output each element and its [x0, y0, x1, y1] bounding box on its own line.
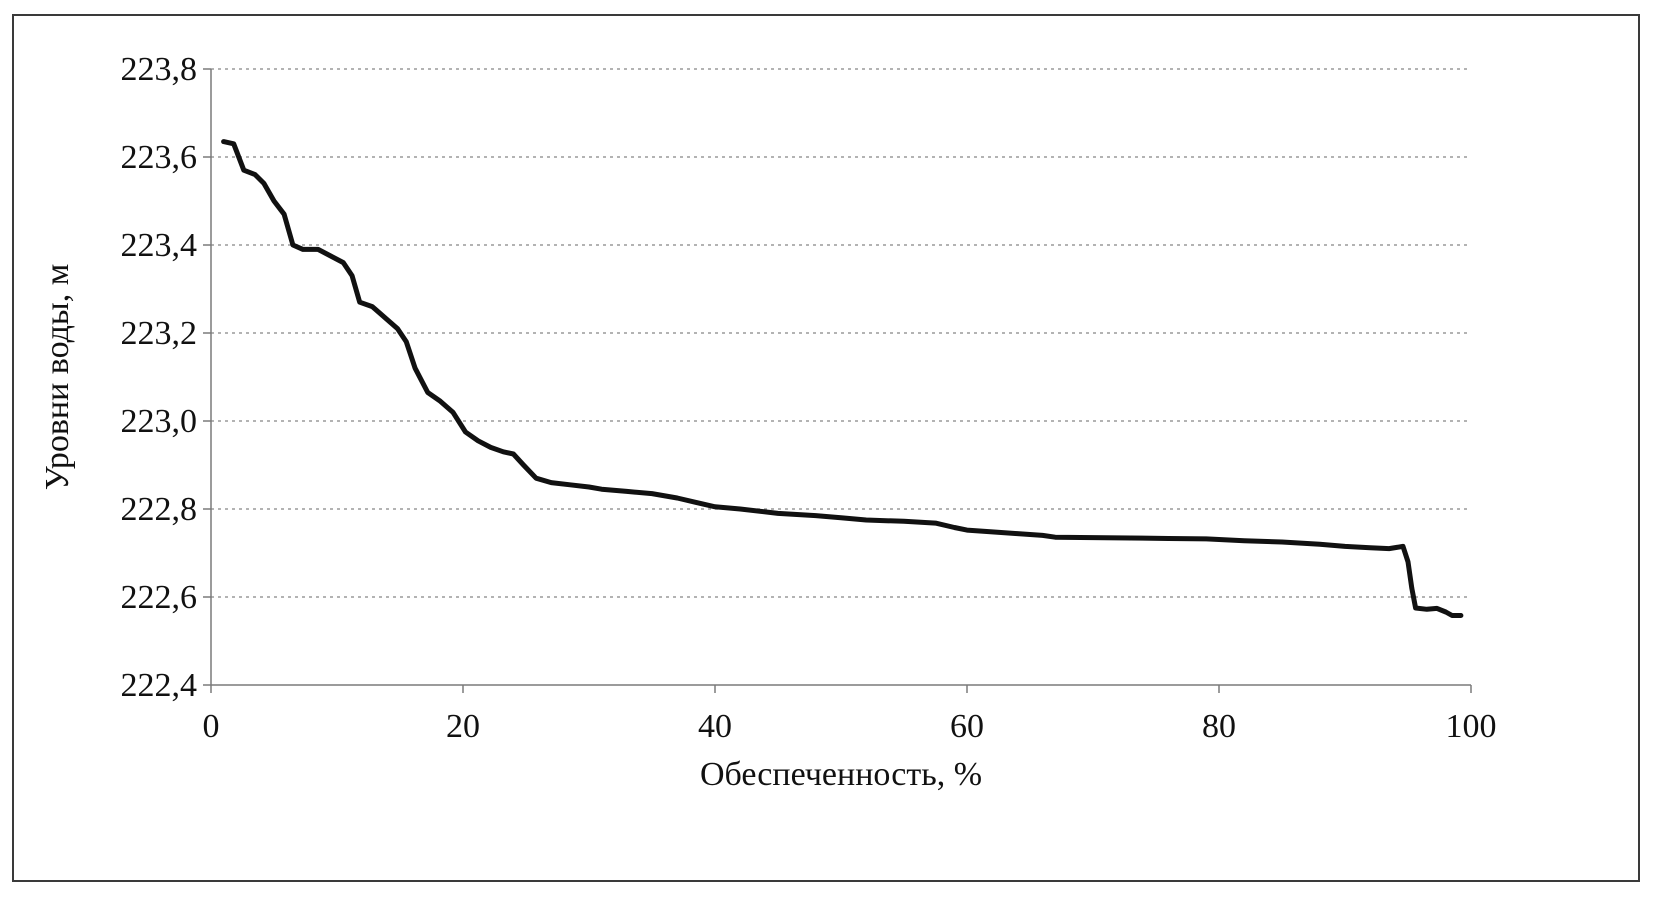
water-level-chart: 222,4 222,6 222,8 223,0 223,2 223,4 223,6 223,8… — [39, 51, 1497, 793]
label-layer: 222,4 222,6 222,8 223,0 223,2 223,4 223,6 223,8… — [121, 51, 1497, 745]
chart-frame: 222,4 222,6 222,8 223,0 223,2 223,4 223,6 223,8… — [12, 14, 1640, 882]
y-tick-label: 222,6 — [121, 579, 198, 616]
x-tick-label: 60 — [950, 708, 984, 745]
series-layer — [221, 139, 1464, 618]
axis-layer — [203, 68, 1472, 693]
x-tick-label: 40 — [698, 708, 732, 745]
x-tick-label: 100 — [1446, 708, 1497, 745]
grid-layer — [211, 68, 1471, 598]
y-tick-label: 222,4 — [121, 667, 198, 704]
x-axis-title: Обеспеченность, % — [700, 756, 982, 793]
x-tick-label: 0 — [203, 708, 220, 745]
x-tick-label: 20 — [446, 708, 480, 745]
y-tick-label: 223,0 — [121, 403, 198, 440]
y-axis-title: Уровни воды, м — [39, 264, 76, 491]
x-tick-label: 80 — [1202, 708, 1236, 745]
y-tick-label: 222,8 — [121, 491, 198, 528]
y-tick-label: 223,6 — [121, 139, 198, 176]
y-tick-label: 223,2 — [121, 315, 198, 352]
y-tick-label: 223,8 — [121, 51, 198, 88]
series-line — [221, 139, 1464, 618]
y-tick-label: 223,4 — [121, 227, 198, 264]
